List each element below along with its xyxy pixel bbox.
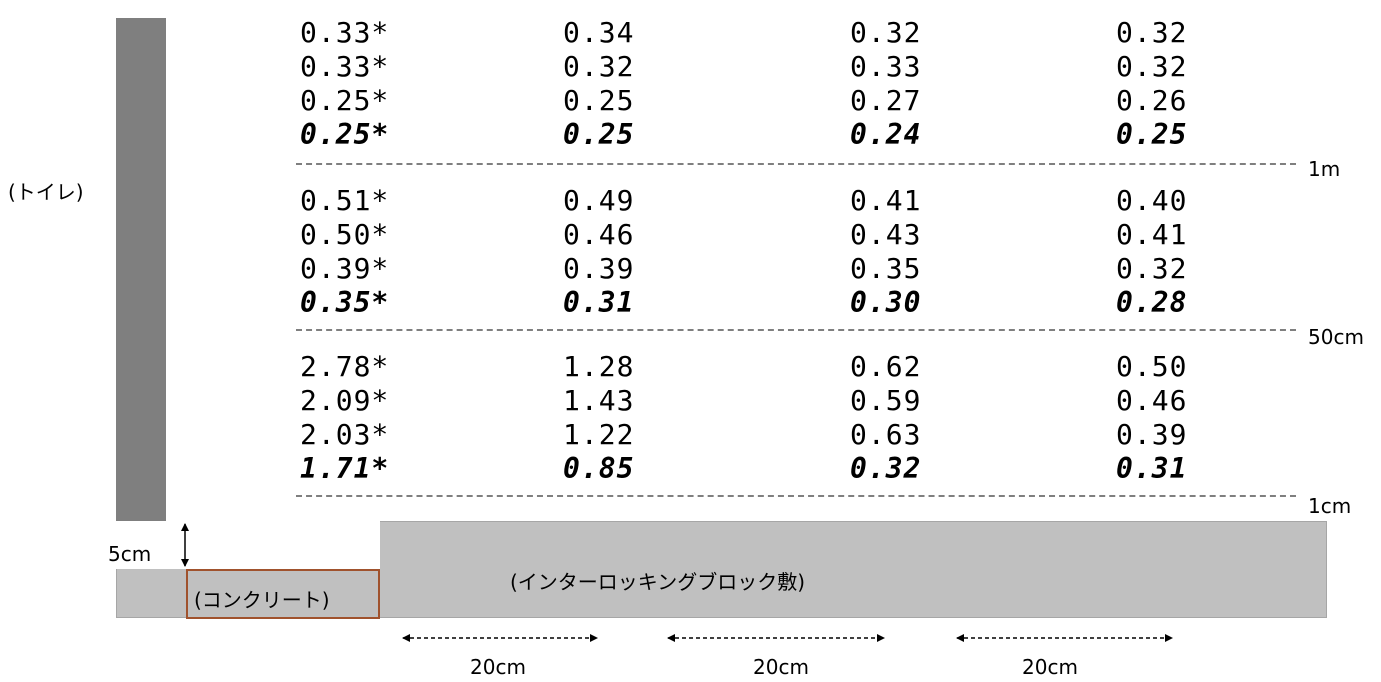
value-italic: 0.32 xyxy=(850,452,922,485)
value: 2.09* xyxy=(300,384,390,417)
value-italic: 0.25* xyxy=(300,118,390,151)
values-col3-1m: 0.32 0.33 0.27 0.24 xyxy=(850,16,921,152)
value: 0.49 xyxy=(563,184,635,217)
value: 0.43 xyxy=(850,218,922,251)
value: 0.34 xyxy=(563,16,635,49)
values-col1-50cm: 0.51* 0.50* 0.39* 0.35* xyxy=(300,184,389,320)
spacing-label-2: 20cm xyxy=(753,655,809,679)
value-italic: 0.30 xyxy=(850,286,922,319)
value: 0.35 xyxy=(850,252,922,285)
value: 0.32 xyxy=(563,50,635,83)
value: 0.32 xyxy=(1116,50,1188,83)
value: 0.41 xyxy=(1116,218,1188,251)
value: 0.33* xyxy=(300,50,390,83)
value-italic: 0.24 xyxy=(850,118,922,151)
value: 0.46 xyxy=(563,218,635,251)
value: 0.26 xyxy=(1116,84,1188,117)
value: 0.63 xyxy=(850,418,922,451)
value: 0.32 xyxy=(1116,252,1188,285)
value-italic: 0.35* xyxy=(300,286,390,319)
value: 1.28 xyxy=(563,350,635,383)
value: 0.40 xyxy=(1116,184,1188,217)
toilet-wall xyxy=(116,18,166,523)
values-col4-1m: 0.32 0.32 0.26 0.25 xyxy=(1116,16,1187,152)
value: 0.41 xyxy=(850,184,922,217)
concrete-slab xyxy=(186,569,380,619)
value: 0.39 xyxy=(1116,418,1188,451)
value: 0.33* xyxy=(300,16,390,49)
values-col3-1cm: 0.62 0.59 0.63 0.32 xyxy=(850,350,921,486)
values-col4-1cm: 0.50 0.46 0.39 0.31 xyxy=(1116,350,1187,486)
value-italic: 0.25 xyxy=(563,118,635,151)
concrete-label: (コンクリート) xyxy=(194,588,330,612)
concrete-pit-opening xyxy=(116,521,380,569)
value: 2.78* xyxy=(300,350,390,383)
value: 0.25 xyxy=(563,84,635,117)
value-italic: 0.31 xyxy=(1116,452,1188,485)
value: 0.39* xyxy=(300,252,390,285)
values-col1-1cm: 2.78* 2.09* 2.03* 1.71* xyxy=(300,350,389,486)
value: 2.03* xyxy=(300,418,390,451)
spacing-label-3: 20cm xyxy=(1022,655,1078,679)
values-col4-50cm: 0.40 0.41 0.32 0.28 xyxy=(1116,184,1187,320)
value: 0.50* xyxy=(300,218,390,251)
value: 0.39 xyxy=(563,252,635,285)
values-col1-1m: 0.33* 0.33* 0.25* 0.25* xyxy=(300,16,389,152)
height-label-1m: 1m xyxy=(1308,157,1341,181)
value: 0.32 xyxy=(1116,16,1188,49)
value: 0.46 xyxy=(1116,384,1188,417)
value: 0.50 xyxy=(1116,350,1188,383)
height-line-1m xyxy=(296,163,1296,165)
value: 0.27 xyxy=(850,84,922,117)
value: 0.51* xyxy=(300,184,390,217)
value: 0.62 xyxy=(850,350,922,383)
values-col3-50cm: 0.41 0.43 0.35 0.30 xyxy=(850,184,921,320)
value-italic: 0.25 xyxy=(1116,118,1188,151)
value: 0.59 xyxy=(850,384,922,417)
block-top-edge xyxy=(380,521,1327,522)
height-line-1cm xyxy=(296,495,1296,497)
value-italic: 0.31 xyxy=(563,286,635,319)
value-italic: 0.85 xyxy=(563,452,635,485)
value: 0.25* xyxy=(300,84,390,117)
value: 1.43 xyxy=(563,384,635,417)
height-line-50cm xyxy=(296,329,1296,331)
depth-5cm-label: 5cm xyxy=(108,542,152,566)
toilet-label: (トイレ) xyxy=(8,180,84,204)
values-col2-1cm: 1.28 1.43 1.22 0.85 xyxy=(563,350,634,486)
height-label-1cm: 1cm xyxy=(1308,494,1352,518)
value: 0.33 xyxy=(850,50,922,83)
values-col2-50cm: 0.49 0.46 0.39 0.31 xyxy=(563,184,634,320)
height-label-50cm: 50cm xyxy=(1308,325,1364,349)
spacing-label-1: 20cm xyxy=(470,655,526,679)
interlocking-label: (インターロッキングブロック敷) xyxy=(510,570,806,594)
value: 1.22 xyxy=(563,418,635,451)
value-italic: 0.28 xyxy=(1116,286,1188,319)
value-italic: 1.71* xyxy=(300,452,390,485)
value: 0.32 xyxy=(850,16,922,49)
values-col2-1m: 0.34 0.32 0.25 0.25 xyxy=(563,16,634,152)
